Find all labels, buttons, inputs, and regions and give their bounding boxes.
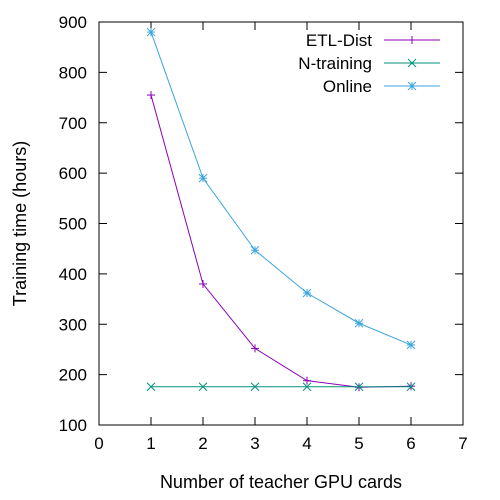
series-n-training bbox=[146, 382, 416, 392]
series-line-online bbox=[150, 31, 412, 346]
x-tick-label: 5 bbox=[354, 434, 363, 453]
legend-swatch-marker bbox=[407, 81, 417, 91]
series-etl-dist bbox=[147, 91, 415, 392]
legend-label: N-training bbox=[298, 54, 372, 73]
y-tick-label: 500 bbox=[59, 215, 87, 234]
data-point-n-training bbox=[198, 382, 208, 392]
series-layer bbox=[146, 27, 416, 392]
data-point-online bbox=[146, 27, 156, 37]
data-point-online bbox=[250, 245, 260, 255]
y-axis-label: Training time (hours) bbox=[10, 141, 30, 306]
data-point-online bbox=[406, 340, 416, 350]
x-axis-label: Number of teacher GPU cards bbox=[160, 472, 402, 492]
legend-swatch-marker bbox=[407, 58, 417, 68]
x-tick-label: 2 bbox=[198, 434, 207, 453]
data-point-n-training bbox=[302, 382, 312, 392]
y-tick-label: 100 bbox=[59, 416, 87, 435]
x-tick-label: 1 bbox=[146, 434, 155, 453]
tick-labels-layer: 0 1 2 3 4 5 6 7 100 200 300 400 500 600 700 800 900 bbox=[59, 13, 468, 453]
data-point-n-training bbox=[146, 382, 156, 392]
series-line-etl-dist bbox=[150, 94, 412, 388]
y-tick-label: 900 bbox=[59, 13, 87, 32]
y-tick-label: 600 bbox=[59, 164, 87, 183]
legend-swatch-marker bbox=[408, 36, 416, 44]
data-point-n-training bbox=[354, 382, 364, 392]
data-point-etl-dist bbox=[147, 91, 155, 100]
data-point-online bbox=[302, 288, 312, 298]
x-tick-label: 3 bbox=[250, 434, 259, 453]
y-tick-label: 200 bbox=[59, 366, 87, 385]
x-tick-label: 4 bbox=[302, 434, 311, 453]
y-tick-label: 400 bbox=[59, 265, 87, 284]
legend-label: ETL-Dist bbox=[306, 31, 372, 50]
series-online bbox=[146, 27, 416, 350]
x-tick-label: 0 bbox=[94, 434, 103, 453]
x-tick-label: 6 bbox=[406, 434, 415, 453]
data-point-online bbox=[354, 318, 364, 328]
data-point-online bbox=[198, 173, 208, 183]
x-tick-label: 7 bbox=[458, 434, 467, 453]
legend-item-online: Online bbox=[323, 77, 440, 96]
legend-item-etl-dist: ETL-Dist bbox=[306, 31, 440, 50]
legend-label: Online bbox=[323, 77, 372, 96]
plot-frame bbox=[98, 21, 464, 426]
data-point-etl-dist bbox=[303, 376, 311, 385]
y-tick-label: 800 bbox=[59, 63, 87, 82]
y-tick-label: 700 bbox=[59, 114, 87, 133]
legend-item-n-training: N-training bbox=[298, 54, 440, 73]
data-point-n-training bbox=[406, 382, 416, 392]
legend: ETL-Dist N-training Online bbox=[298, 31, 440, 96]
data-point-etl-dist bbox=[199, 279, 207, 288]
data-point-n-training bbox=[250, 382, 260, 392]
data-point-etl-dist bbox=[251, 344, 259, 353]
y-tick-label: 300 bbox=[59, 315, 87, 334]
